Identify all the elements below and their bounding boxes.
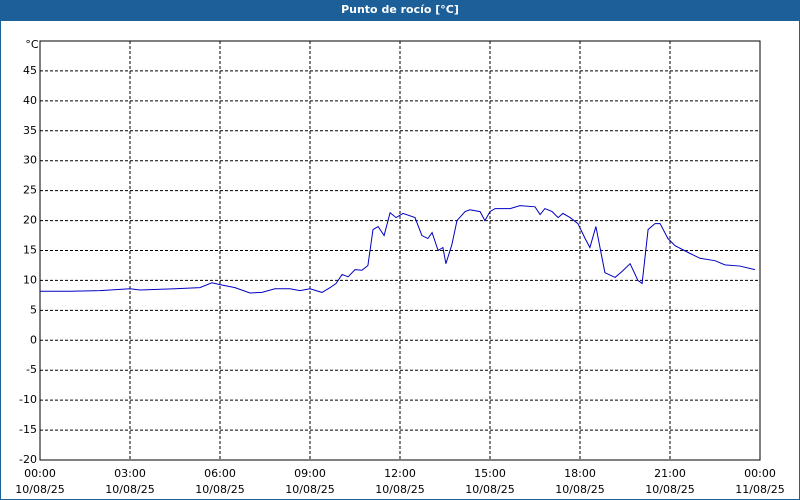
y-tick-label: 25 [23, 184, 37, 197]
x-tick-label: 18:00 [564, 467, 596, 480]
y-tick-label: 5 [30, 303, 37, 316]
x-tick-date: 10/08/25 [105, 483, 154, 496]
y-tick-label: 20 [23, 214, 37, 227]
x-tick-date: 10/08/25 [15, 483, 64, 496]
x-tick-date: 10/08/25 [465, 483, 514, 496]
y-tick-label: 45 [23, 64, 37, 77]
x-tick-date: 10/08/25 [645, 483, 694, 496]
x-tick-label: 21:00 [654, 467, 686, 480]
x-tick-label: 12:00 [384, 467, 416, 480]
y-tick-label: 10 [23, 273, 37, 286]
y-tick-label: 35 [23, 124, 37, 137]
x-tick-date: 10/08/25 [195, 483, 244, 496]
x-tick-label: 06:00 [204, 467, 236, 480]
x-tick-date: 10/08/25 [375, 483, 424, 496]
plot-border [39, 40, 761, 461]
x-tick-date: 10/08/25 [555, 483, 604, 496]
y-tick-label: -20 [19, 453, 37, 466]
x-tick-date: 11/08/25 [735, 483, 784, 496]
x-tick-label: 03:00 [114, 467, 146, 480]
chart-title: Punto de rocío [°C] [341, 3, 459, 16]
x-tick-label: 09:00 [294, 467, 326, 480]
y-tick-label: 0 [30, 333, 37, 346]
y-tick-label: 15 [23, 244, 37, 257]
y-tick-label: -15 [19, 423, 37, 436]
x-tick-label: 00:00 [744, 467, 776, 480]
title-bar [0, 0, 800, 20]
y-tick-label: 30 [23, 154, 37, 167]
data-line [40, 205, 756, 294]
x-tick-label: 15:00 [474, 467, 506, 480]
y-tick-label: 40 [23, 94, 37, 107]
y-tick-label: -5 [26, 363, 37, 376]
x-tick-date: 10/08/25 [285, 483, 334, 496]
y-unit: °C [25, 38, 39, 51]
y-tick-label: -10 [19, 393, 37, 406]
x-tick-label: 00:00 [24, 467, 56, 480]
